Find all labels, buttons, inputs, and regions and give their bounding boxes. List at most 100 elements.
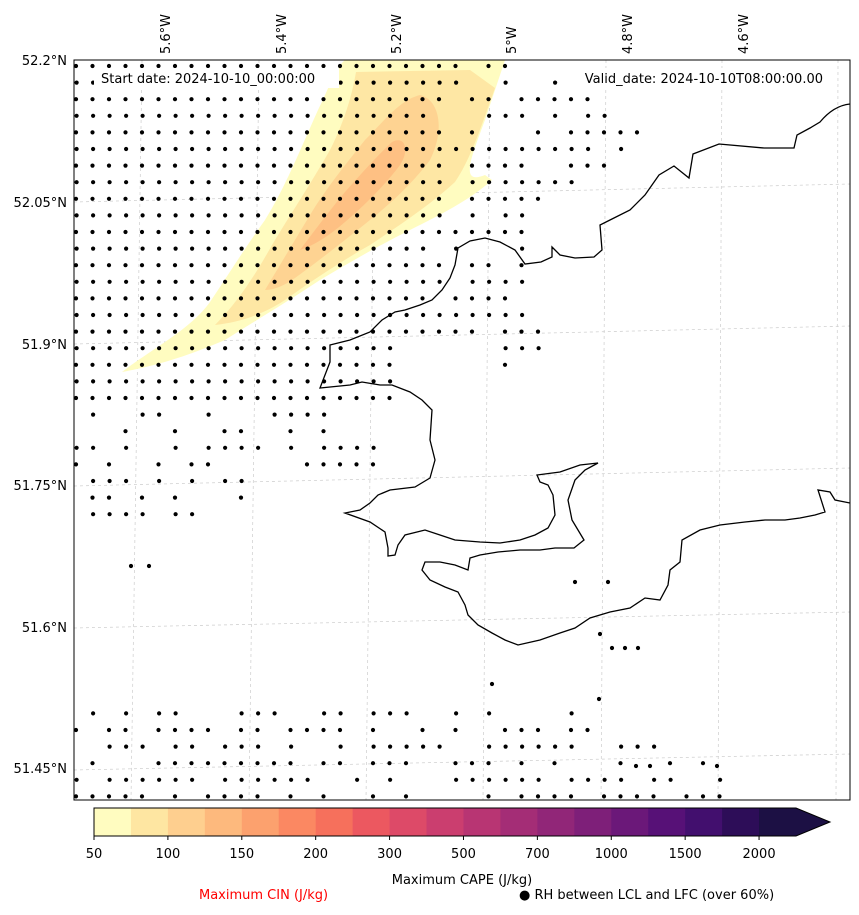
rh-dot: [388, 180, 393, 185]
colorbar-swatch: [130, 808, 169, 836]
rh-dot: [421, 312, 426, 318]
colorbar: 50 100 150 200 300 500 700 1000 1500 2000: [86, 807, 832, 862]
rh-dot: [453, 229, 458, 235]
rh-dot: [387, 296, 392, 301]
rh-dot: [106, 495, 112, 500]
rh-dot: [272, 777, 277, 782]
rh-dot: [239, 146, 244, 152]
rh-dot: [239, 777, 244, 782]
colorbar-swatch: [204, 808, 243, 836]
rh-dot: [536, 744, 541, 749]
rh-dot: [519, 196, 524, 201]
rh-dot: [337, 462, 343, 467]
rh-dot: [503, 146, 508, 152]
rh-dot: [74, 445, 79, 450]
rh-dot: [106, 263, 112, 268]
rh-dot: [288, 362, 293, 367]
rh-dot: [370, 727, 376, 733]
rh-dot: [304, 362, 310, 367]
lat-label: 52.2°N: [22, 54, 67, 69]
rh-dot: [189, 761, 194, 766]
rh-dot: [205, 761, 211, 766]
rh-dot: [305, 113, 310, 118]
rh-dot: [421, 279, 426, 284]
rh-dot: [140, 512, 145, 517]
rh-dot: [536, 777, 541, 782]
rh-dot: [370, 263, 376, 268]
rh-dot: [139, 495, 145, 500]
rh-dot: [502, 163, 508, 168]
rh-dot: [123, 395, 128, 401]
rh-dot: [437, 744, 442, 749]
rh-dot: [321, 794, 326, 799]
rh-dot: [322, 711, 327, 716]
rh-dot: [74, 346, 79, 351]
rh-dot: [239, 711, 244, 716]
rh-dot: [354, 163, 359, 168]
rh-dot: [469, 130, 475, 135]
rh-dot: [255, 130, 260, 135]
rh-dot: [107, 379, 112, 384]
rh-dot: [205, 395, 211, 401]
rh-dot: [585, 727, 590, 733]
rh-dot: [223, 146, 228, 152]
rh-dot: [173, 711, 178, 716]
rh-dot: [74, 279, 79, 284]
lon-labels: 5.6°W 5.4°W 5.2°W 5°W 4.8°W 4.6°W: [159, 14, 752, 54]
rh-dot: [503, 777, 508, 782]
rh-dot: [172, 727, 178, 733]
rh-dot: [239, 279, 244, 284]
rh-dot: [90, 362, 95, 367]
rh-dot: [272, 213, 277, 218]
rh-dot: [90, 329, 95, 334]
rh-dot: [206, 146, 211, 152]
rh-dot: [239, 113, 244, 118]
rh-dot: [684, 794, 689, 799]
rh-dot: [206, 279, 211, 284]
rh-dot: [123, 362, 128, 367]
rh-dot: [586, 113, 591, 118]
rh-dot: [304, 263, 310, 268]
rh-dot: [618, 130, 623, 135]
rh-dot: [74, 180, 79, 185]
rh-dot: [454, 146, 459, 152]
rh-dot: [140, 346, 145, 351]
rh-dot: [337, 296, 343, 301]
rh-dot: [553, 146, 558, 152]
rh-dot: [421, 113, 426, 118]
rh-dot: [222, 794, 227, 799]
rh-dot: [520, 312, 525, 318]
rh-dot: [172, 362, 178, 367]
rh-dot: [552, 761, 557, 766]
rh-dot: [172, 196, 178, 201]
colorbar-swatch: [278, 808, 317, 836]
rh-dot: [355, 346, 360, 351]
colorbar-swatch: [722, 808, 760, 836]
rh-dot: [156, 130, 161, 135]
rh-dot: [404, 312, 409, 318]
rh-dot: [568, 794, 574, 799]
rh-dot: [387, 395, 392, 401]
rh-dot: [717, 794, 722, 799]
rh-dot: [238, 429, 244, 434]
rh-dot: [123, 229, 128, 235]
colorbar-swatch: [574, 808, 612, 836]
rh-dot: [652, 777, 657, 782]
rh-dot: [107, 213, 112, 218]
rh-dot: [123, 63, 128, 69]
rh-dot: [189, 362, 194, 367]
rh-dot: [272, 379, 277, 384]
rh-dot: [601, 163, 607, 168]
rh-dot: [634, 794, 640, 799]
rh-dot: [222, 761, 227, 766]
rh-dot: [321, 761, 326, 766]
rh-dot: [304, 229, 310, 235]
colorbar-swatch: [537, 808, 575, 836]
rh-dot: [371, 312, 376, 318]
rh-dot: [238, 794, 244, 799]
rh-dot: [421, 744, 426, 749]
colorbar-tick-label: 1500: [669, 847, 702, 862]
rh-dot: [486, 163, 491, 168]
rh-dot: [453, 761, 458, 766]
rh-dot: [371, 80, 376, 85]
